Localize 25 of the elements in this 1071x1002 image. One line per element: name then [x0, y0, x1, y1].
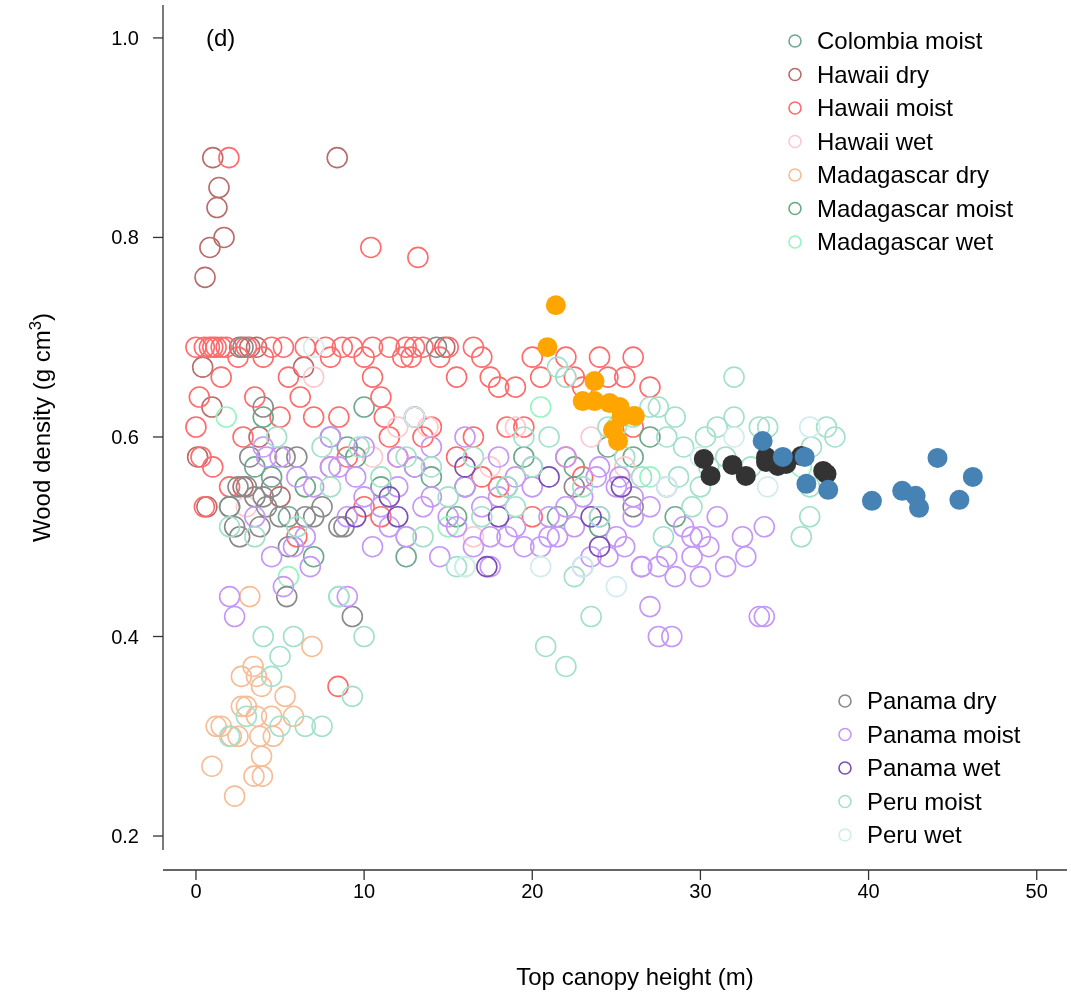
y-tick-label: 0.6 — [111, 425, 139, 448]
x-tick-label: 10 — [352, 880, 376, 902]
legend-label: Hawaii moist — [817, 94, 954, 121]
legend-label: Madagascar moist — [817, 194, 1014, 222]
annotation: (d) — [206, 24, 236, 51]
x-tick-label: 20 — [521, 880, 544, 902]
x-tick-label: 0 — [190, 880, 202, 902]
legend-label: Panama dry — [867, 687, 997, 714]
legend-label: Hawaii dry — [817, 60, 930, 88]
x-tick-label: 30 — [689, 880, 712, 902]
y-tick-label: 0.4 — [111, 625, 139, 648]
legend-label: Madagascar dry — [817, 161, 990, 188]
x-tick-label: 50 — [1025, 880, 1048, 902]
legend-label: Madagascar wet — [817, 228, 994, 255]
legend-label: Panama wet — [867, 754, 1001, 781]
x-axis-title: Top canopy height (m) — [516, 963, 754, 990]
legend-label: Colombia moist — [817, 27, 983, 54]
legend-label: Hawaii wet — [817, 127, 934, 155]
x-tick-label: 40 — [857, 880, 880, 902]
legend-label: Peru moist — [867, 787, 983, 815]
legend-label: Panama moist — [867, 720, 1021, 748]
legend-label: Peru wet — [867, 821, 963, 848]
y-tick-label: 1.0 — [111, 26, 139, 49]
y-tick-label: 0.8 — [111, 226, 139, 249]
y-tick-label: 0.2 — [111, 825, 139, 848]
